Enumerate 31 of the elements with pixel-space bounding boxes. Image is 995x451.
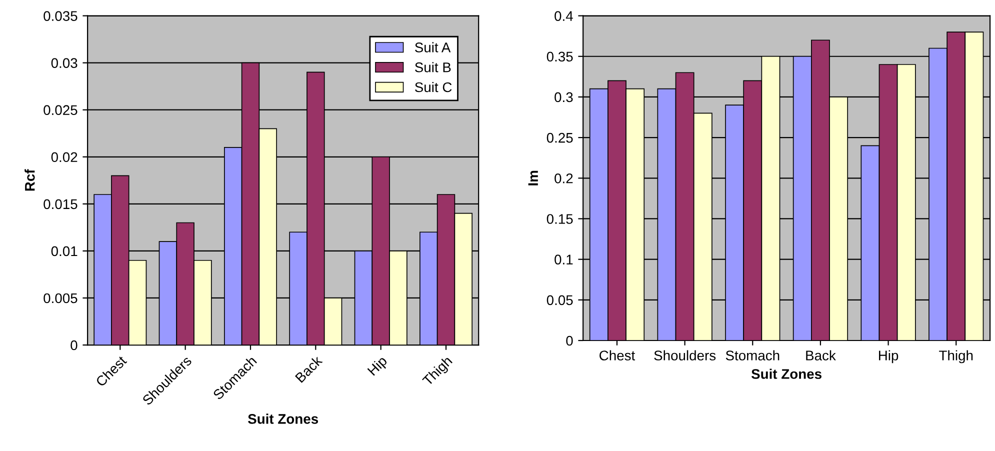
- x-tick-label: Stomach: [726, 350, 780, 360]
- y-tick-label: 0.01: [51, 246, 78, 256]
- y-tick-label: 0.4: [554, 11, 573, 21]
- y-tick-label: 0.2: [554, 173, 573, 184]
- x-tick-label: Hip: [366, 355, 390, 378]
- y-tick-label: 0.35: [546, 52, 573, 62]
- x-tick-label: Chest: [600, 350, 636, 360]
- y-axis-title: Im: [528, 170, 538, 186]
- y-tick-label: 0.03: [51, 58, 78, 68]
- x-axis-title: Suit Zones: [248, 414, 318, 424]
- x-tick-label: Hip: [879, 350, 898, 364]
- y-tick-label: 0.015: [44, 199, 78, 210]
- legend-label: Suit C: [415, 82, 452, 92]
- y-tick-label: 0: [566, 336, 573, 346]
- x-tick-label: Back: [806, 350, 836, 360]
- y-tick-label: 0.035: [44, 11, 78, 21]
- legend-label: Suit B: [415, 62, 451, 72]
- x-axis-title: Suit Zones: [751, 368, 822, 379]
- y-tick-label: 0.02: [51, 152, 78, 162]
- y-tick-label: 0.25: [546, 132, 573, 143]
- legend-label: Suit A: [415, 42, 451, 52]
- y-tick-label: 0.005: [44, 293, 78, 304]
- y-tick-label: 0.3: [554, 92, 573, 102]
- y-tick-label: 0.1: [554, 254, 573, 264]
- x-tick-label: Shoulders: [654, 350, 716, 360]
- y-tick-label: 0.025: [44, 105, 78, 116]
- y-tick-label: 0: [70, 340, 78, 350]
- x-tick-label: Thigh: [939, 350, 973, 364]
- y-tick-label: 0.05: [546, 295, 573, 306]
- y-axis-title: Rcf: [24, 169, 35, 191]
- y-tick-label: 0.15: [546, 214, 573, 224]
